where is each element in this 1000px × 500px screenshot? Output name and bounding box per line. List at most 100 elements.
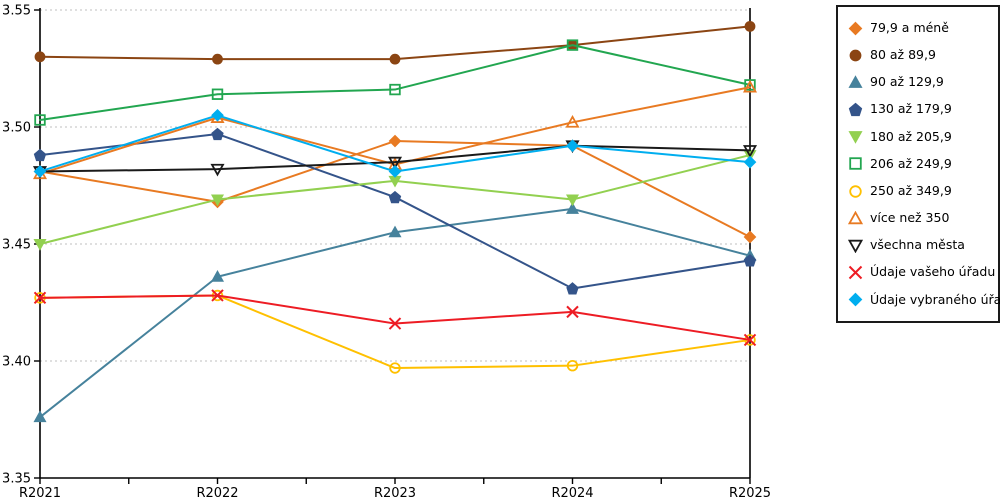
legend-diamond-icon xyxy=(848,21,863,35)
diamond-marker-icon xyxy=(211,108,224,122)
legend-item: Údaje vybraného úřadu xyxy=(848,288,1000,312)
legend-pentagon-icon xyxy=(848,102,863,117)
diamond-marker-icon xyxy=(388,134,402,148)
legend-item: 180 až 205,9 xyxy=(848,125,988,149)
legend-item: 206 až 249,9 xyxy=(848,152,988,176)
diamond-marker-icon xyxy=(388,165,402,178)
legend-label: Údaje vašeho úřadu xyxy=(870,264,996,280)
triangle-up-marker-icon xyxy=(388,225,402,238)
legend-item: Údaje vašeho úřadu xyxy=(848,261,995,285)
pentagon-marker-icon xyxy=(33,148,47,162)
triangle-down-marker-icon xyxy=(565,194,580,207)
legend-label: 250 až 349,9 xyxy=(870,182,952,198)
legend-label: více než 350 xyxy=(870,210,950,226)
circle-marker-icon xyxy=(566,359,579,372)
diamond-marker-icon xyxy=(566,139,579,153)
legend-label: Údaje vybraného úřadu xyxy=(870,291,1000,307)
diamond-marker-icon xyxy=(743,230,757,244)
series-line-5 xyxy=(39,44,751,121)
y-tick-label: 3.35 xyxy=(2,472,31,487)
legend-triangle-up-icon xyxy=(848,210,863,225)
x-marker-icon xyxy=(848,265,863,280)
legend-item: 90 až 129,9 xyxy=(848,70,988,94)
triangle-up-marker-icon xyxy=(848,210,863,225)
legend-triangle-up-icon xyxy=(848,75,863,88)
pentagon-marker-icon xyxy=(388,190,402,204)
triangle-down-marker-icon xyxy=(387,156,403,170)
triangle-up-marker-icon xyxy=(210,270,225,282)
legend-label: všechna města xyxy=(870,237,965,253)
series-line-0 xyxy=(39,140,751,238)
circle-marker-icon xyxy=(34,51,46,63)
x-marker-icon xyxy=(388,317,402,330)
circle-marker-icon xyxy=(849,49,862,62)
pentagon-marker-icon xyxy=(566,282,579,295)
triangle-up-marker-icon xyxy=(565,202,580,214)
triangle-down-marker-icon xyxy=(210,194,225,207)
circle-marker-icon xyxy=(389,362,401,374)
x-marker-icon xyxy=(211,289,224,302)
diamond-marker-icon xyxy=(848,293,863,307)
square-marker-icon xyxy=(849,157,862,171)
legend-item: 130 až 179,9 xyxy=(848,98,988,122)
legend-label: 80 až 89,9 xyxy=(870,46,936,62)
y-tick-label: 3.50 xyxy=(2,121,31,136)
x-axis-label: R2022 xyxy=(196,486,238,500)
x-axis-label: R2025 xyxy=(729,486,771,500)
legend-item: 79,9 a méně xyxy=(848,16,988,40)
line-chart-canvas: 3.35 3.40 3.45 3.50 3.55 R2021 R2022 R2023 R2024… xyxy=(2,4,771,500)
pentagon-marker-icon xyxy=(743,254,757,267)
x-axis-label: R2024 xyxy=(551,486,593,500)
diamond-marker-icon xyxy=(848,21,863,35)
legend-triangle-down-icon xyxy=(848,239,863,253)
legend-triangle-down-icon xyxy=(848,131,863,144)
series-line-2 xyxy=(39,207,751,419)
diamond-marker-icon xyxy=(743,155,757,169)
triangle-down-marker-icon xyxy=(33,239,47,251)
square-marker-icon xyxy=(211,88,224,100)
legend-circle-icon xyxy=(849,49,862,62)
circle-marker-icon xyxy=(212,53,223,65)
triangle-down-marker-icon xyxy=(742,145,758,158)
y-tick-label: 3.45 xyxy=(2,238,31,253)
legend-x-icon xyxy=(848,265,863,280)
triangle-up-marker-icon xyxy=(742,79,758,93)
x-axis-label: R2023 xyxy=(374,486,416,500)
triangle-down-marker-icon xyxy=(848,131,863,144)
circle-marker-icon xyxy=(389,53,401,65)
triangle-up-marker-icon xyxy=(33,410,47,423)
legend-item: všechna města xyxy=(848,234,988,258)
legend-item: 250 až 349,9 xyxy=(848,179,988,203)
legend-label: 130 až 179,9 xyxy=(870,101,952,117)
circle-marker-icon xyxy=(849,184,862,198)
triangle-down-marker-icon xyxy=(210,163,225,177)
legend-item: více než 350 xyxy=(848,206,988,230)
legend-item: 80 až 89,9 xyxy=(848,43,988,67)
legend-square-icon xyxy=(849,157,862,171)
legend-label: 206 až 249,9 xyxy=(870,155,952,171)
series-line-7 xyxy=(39,86,751,175)
legend-label: 180 až 205,9 xyxy=(870,128,952,144)
legend-circle-icon xyxy=(849,184,862,198)
triangle-down-marker-icon xyxy=(848,239,863,253)
legend-label: 79,9 a méně xyxy=(870,19,949,35)
legend-label: 90 až 129,9 xyxy=(870,74,944,90)
x-axis-label: R2021 xyxy=(19,486,61,500)
square-marker-icon xyxy=(566,39,579,51)
x-marker-icon xyxy=(33,291,47,305)
chart-legend: 79,9 a méně 80 až 89,9 90 až 129,9 130 až 1… xyxy=(836,5,1000,323)
legend-diamond-icon xyxy=(848,293,863,307)
y-tick-label: 3.40 xyxy=(2,355,31,370)
pentagon-marker-icon xyxy=(211,127,224,141)
triangle-up-marker-icon xyxy=(565,114,580,128)
triangle-up-marker-icon xyxy=(848,75,863,88)
circle-marker-icon xyxy=(744,20,756,32)
x-marker-icon xyxy=(566,305,579,319)
square-marker-icon xyxy=(34,114,46,126)
series-line-8 xyxy=(39,144,751,173)
pentagon-marker-icon xyxy=(848,102,863,117)
y-tick-label: 3.55 xyxy=(2,4,31,19)
square-marker-icon xyxy=(389,83,401,96)
x-marker-icon xyxy=(743,333,757,347)
